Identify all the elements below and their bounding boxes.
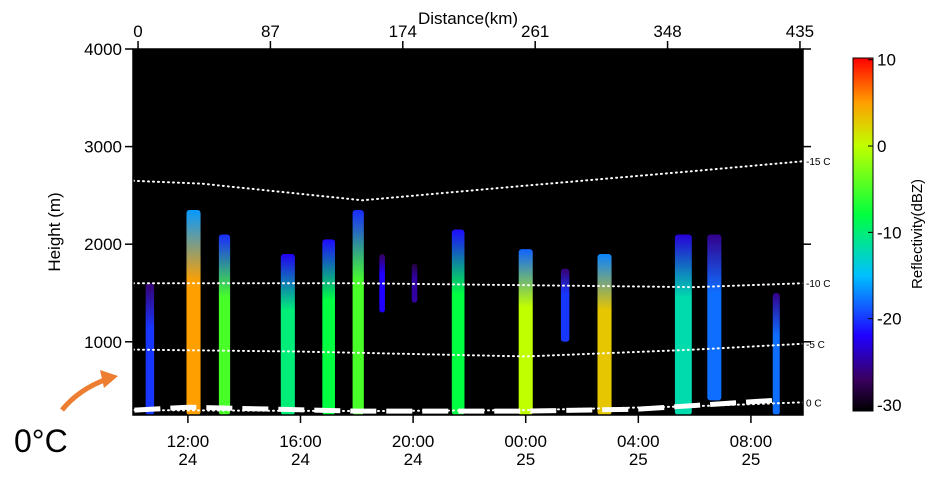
x-tick-day: 24 (404, 450, 423, 469)
isotherm (132, 160, 804, 202)
y-tick-label: 3000 (84, 138, 122, 157)
arrow-head (100, 370, 118, 388)
isotherm-label: 0 C (806, 398, 822, 409)
isotherm (132, 342, 804, 358)
x-tick-label: 08:00 (730, 432, 773, 451)
x-tick-label: 00:00 (504, 432, 547, 451)
echo (597, 253, 612, 415)
echo (280, 253, 295, 415)
x-tick-label: 16:00 (279, 432, 322, 451)
echo (451, 229, 465, 415)
x2-tick-label: 435 (786, 22, 814, 41)
echo (674, 234, 692, 415)
echo (772, 293, 780, 415)
annotation: 0°C (14, 423, 68, 459)
x2-tick-label: 261 (521, 22, 549, 41)
plot-area (133, 49, 803, 415)
y-axis-label: Height (m) (45, 192, 64, 271)
x2-tick-label: 174 (389, 22, 417, 41)
isotherm-label: -5 C (806, 340, 825, 351)
x2-tick-label: 348 (653, 22, 681, 41)
isotherm (132, 282, 804, 289)
x2-axis-label: Distance(km) (418, 9, 518, 28)
y-tick-label: 4000 (84, 40, 122, 59)
echo (186, 210, 201, 415)
colorbar-tick-label: -20 (877, 310, 902, 329)
colorbar (852, 57, 874, 412)
colorbar-label: Reflectivity(dBZ) (909, 179, 926, 289)
x-tick-label: 20:00 (392, 432, 435, 451)
x-tick-day: 24 (178, 450, 197, 469)
x-tick-day: 24 (291, 450, 310, 469)
echo (218, 234, 231, 415)
echo (352, 210, 364, 415)
y-tick-label: 1000 (84, 333, 122, 352)
x2-tick-label: 87 (261, 22, 280, 41)
echo (145, 283, 155, 415)
x-tick-day: 25 (516, 450, 535, 469)
x-tick-label: 04:00 (617, 432, 660, 451)
echo (707, 234, 722, 401)
x-tick-day: 25 (741, 450, 760, 469)
echo (560, 268, 570, 342)
echo (322, 239, 335, 415)
colorbar-tick-label: -10 (877, 223, 902, 242)
colorbar-tick-label: -30 (877, 396, 902, 415)
x2-tick-label: 0 (133, 22, 142, 41)
isotherm-label: -15 C (806, 157, 830, 168)
y-tick-label: 2000 (84, 235, 122, 254)
arrow (60, 375, 111, 412)
x-tick-label: 12:00 (167, 432, 210, 451)
freezing-line (134, 397, 774, 414)
colorbar-tick-label: 0 (877, 137, 886, 156)
x-tick-day: 25 (629, 450, 648, 469)
echo (518, 249, 533, 415)
plot-frame (132, 48, 804, 416)
isotherm-label: -10 C (806, 279, 830, 290)
colorbar-tick-label: 10 (877, 51, 896, 70)
